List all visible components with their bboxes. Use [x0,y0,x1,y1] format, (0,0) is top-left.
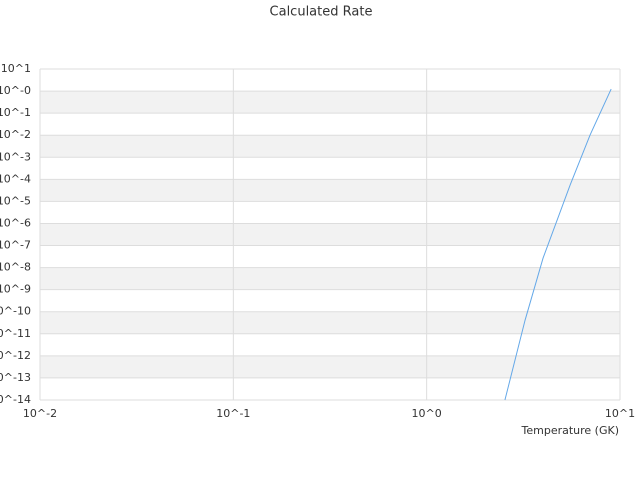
grid-band [40,223,620,246]
y-tick-label: 10^-14 [0,393,31,406]
y-tick-label: 10^-4 [0,172,31,185]
y-tick-label: 10^1 [1,62,31,75]
x-axis-label: Temperature (GK) [521,424,620,437]
y-tick-label: 10^-8 [0,261,31,274]
grid-band [40,355,620,378]
y-tick-label: 10^-7 [0,239,31,252]
grid-band [40,179,620,202]
x-tick-label: 10^1 [605,407,635,420]
y-tick-label: 10^-5 [0,194,31,207]
y-tick-label: 10^-11 [0,327,31,340]
grid-band [40,135,620,158]
y-tick-label: 10^-12 [0,349,31,362]
grid-band [40,91,620,114]
y-tick-label: 10^-2 [0,128,31,141]
x-tick-label: 10^-1 [216,407,250,420]
x-tick-label: 10^-2 [23,407,57,420]
line-series [504,88,612,401]
y-tick-label: 10^-10 [0,305,31,318]
y-tick-label: 10^-1 [0,106,31,119]
y-tick-label: 10^-9 [0,283,31,296]
y-tick-label: 10^-0 [0,84,31,97]
y-tick-label: 10^-3 [0,150,31,163]
y-tick-label: 10^-13 [0,371,31,384]
grid-band [40,311,620,334]
x-tick-label: 10^0 [412,407,442,420]
chart-title: Calculated Rate [270,5,373,20]
grid-band [40,267,620,290]
y-tick-label: 10^-6 [0,216,31,229]
